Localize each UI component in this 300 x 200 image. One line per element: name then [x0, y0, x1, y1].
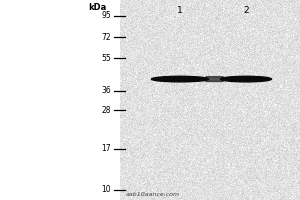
Text: 1: 1	[177, 6, 183, 15]
Text: kDa: kDa	[88, 3, 106, 12]
Text: 55: 55	[101, 54, 111, 63]
FancyBboxPatch shape	[206, 77, 224, 81]
Text: aab10aance.com: aab10aance.com	[126, 192, 180, 197]
Ellipse shape	[152, 76, 208, 82]
Text: 95: 95	[101, 11, 111, 21]
Text: 72: 72	[101, 33, 111, 42]
Text: 2: 2	[243, 6, 249, 15]
Text: 10: 10	[101, 186, 111, 194]
Text: 36: 36	[101, 86, 111, 95]
Text: 17: 17	[101, 144, 111, 153]
Ellipse shape	[220, 76, 272, 82]
Text: 28: 28	[101, 106, 111, 115]
